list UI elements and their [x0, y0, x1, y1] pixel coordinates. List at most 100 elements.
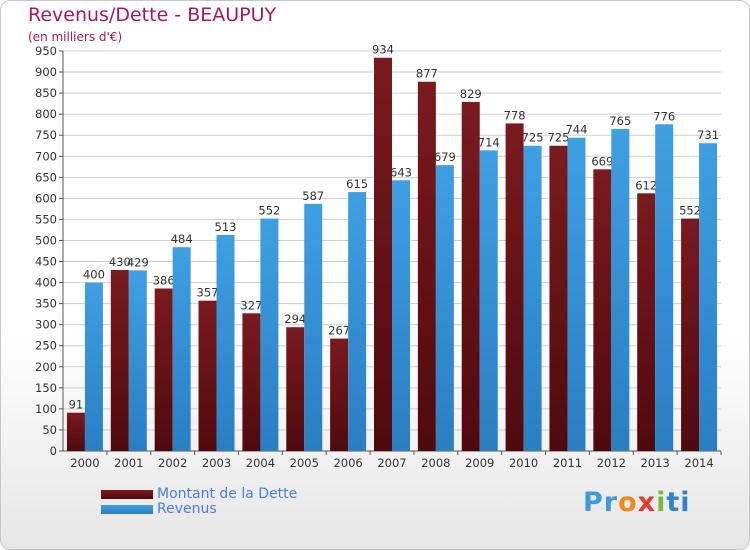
bar-revenus — [479, 150, 498, 452]
data-label-revenus: 484 — [171, 232, 193, 246]
y-tick-label: 100 — [35, 402, 57, 416]
proxiti-logo: Proxiti — [583, 487, 691, 518]
y-tick-label: 50 — [42, 423, 57, 437]
y-tick-label: 300 — [35, 318, 57, 332]
bar-dette — [66, 412, 85, 451]
data-label-dette: 267 — [328, 324, 350, 338]
chart-title: Revenus/Dette - BEAUPUY — [28, 4, 277, 26]
bar-revenus — [84, 282, 103, 451]
x-tick-label: 2009 — [465, 456, 494, 470]
data-label-revenus: 587 — [302, 189, 324, 203]
data-label-revenus: 679 — [434, 150, 456, 164]
bar-dette — [154, 288, 173, 451]
bar-dette — [593, 169, 612, 451]
chart-subtitle: (en milliers d'€) — [28, 30, 123, 44]
y-tick-label: 200 — [35, 360, 57, 374]
data-label-revenus: 643 — [390, 165, 412, 179]
y-tick-label: 800 — [35, 107, 57, 121]
data-label-revenus: 400 — [83, 268, 105, 282]
y-tick-label: 550 — [35, 212, 57, 226]
data-label-dette: 430 — [109, 255, 131, 269]
data-label-revenus: 714 — [478, 135, 500, 149]
data-label-revenus: 731 — [697, 128, 719, 142]
bar-dette — [461, 101, 480, 452]
data-label-dette: 327 — [240, 298, 262, 312]
logo-part: Pr — [583, 487, 619, 518]
bar-dette — [242, 313, 261, 451]
data-label-dette: 877 — [416, 67, 438, 81]
bar-dette — [110, 269, 129, 451]
y-tick-label: 0 — [50, 444, 57, 458]
bar-revenus — [523, 145, 542, 451]
data-label-dette: 612 — [635, 178, 657, 192]
y-tick-label: 700 — [35, 149, 57, 163]
y-tick-label: 850 — [35, 86, 57, 100]
legend-swatch-revenus — [101, 505, 153, 514]
y-tick-label: 500 — [35, 233, 57, 247]
data-label-dette: 829 — [460, 87, 482, 101]
bar-dette — [198, 300, 217, 451]
logo-part: x — [637, 487, 657, 518]
logo-part: i — [656, 487, 667, 518]
bar-dette — [374, 57, 392, 451]
x-tick-label: 2000 — [70, 456, 99, 470]
bar-dette — [286, 327, 305, 451]
data-label-dette: 357 — [197, 286, 219, 300]
bar-revenus — [304, 203, 323, 451]
logo-part: o — [618, 487, 638, 518]
data-label-revenus: 725 — [522, 131, 544, 145]
x-tick-label: 2001 — [114, 456, 143, 470]
x-tick-label: 2003 — [202, 456, 231, 470]
y-tick-label: 350 — [35, 297, 57, 311]
x-tick-label: 2007 — [377, 456, 406, 470]
y-tick-label: 400 — [35, 276, 57, 290]
bar-dette — [330, 338, 349, 451]
x-tick-label: 2002 — [158, 456, 187, 470]
data-label-revenus: 552 — [258, 204, 280, 218]
y-tick-label: 650 — [35, 170, 57, 184]
data-label-dette: 386 — [153, 273, 175, 287]
data-label-revenus: 776 — [653, 109, 675, 123]
x-tick-label: 2012 — [597, 456, 626, 470]
x-tick-label: 2004 — [246, 456, 275, 470]
y-tick-label: 950 — [35, 44, 57, 58]
data-label-revenus: 429 — [127, 255, 149, 269]
x-tick-label: 2011 — [553, 456, 582, 470]
bar-revenus — [435, 165, 454, 451]
bar-revenus — [567, 137, 586, 451]
legend-swatch-dette — [101, 490, 153, 499]
bar-dette — [681, 218, 700, 451]
bar-revenus — [348, 192, 367, 452]
bar-revenus — [655, 124, 674, 452]
y-tick-label: 600 — [35, 191, 57, 205]
data-label-revenus: 615 — [346, 177, 368, 191]
data-label-dette: 552 — [679, 204, 701, 218]
data-label-dette: 669 — [591, 154, 613, 168]
legend-label-dette: Montant de la Dette — [157, 486, 298, 502]
data-label-dette: 91 — [69, 398, 84, 412]
data-label-revenus: 744 — [565, 123, 587, 137]
bar-dette — [505, 123, 524, 451]
bar-dette — [637, 193, 656, 451]
y-tick-label: 750 — [35, 128, 57, 142]
x-tick-label: 2005 — [290, 456, 319, 470]
x-tick-label: 2006 — [333, 456, 362, 470]
data-label-dette: 725 — [547, 131, 569, 145]
data-label-revenus: 513 — [215, 220, 237, 234]
x-tick-label: 2008 — [421, 456, 450, 470]
data-label-dette: 778 — [504, 108, 526, 122]
bar-revenus — [611, 128, 630, 451]
y-tick-label: 150 — [35, 381, 57, 395]
bar-revenus — [128, 270, 147, 451]
x-tick-label: 2010 — [509, 456, 538, 470]
bar-dette — [417, 81, 436, 451]
bar-revenus — [216, 235, 235, 451]
bar-revenus — [699, 143, 718, 452]
y-tick-label: 250 — [35, 339, 57, 353]
data-label-dette: 934 — [372, 43, 394, 57]
data-label-dette: 294 — [284, 312, 306, 326]
y-tick-label: 450 — [35, 255, 57, 269]
logo-part: ti — [666, 487, 691, 518]
